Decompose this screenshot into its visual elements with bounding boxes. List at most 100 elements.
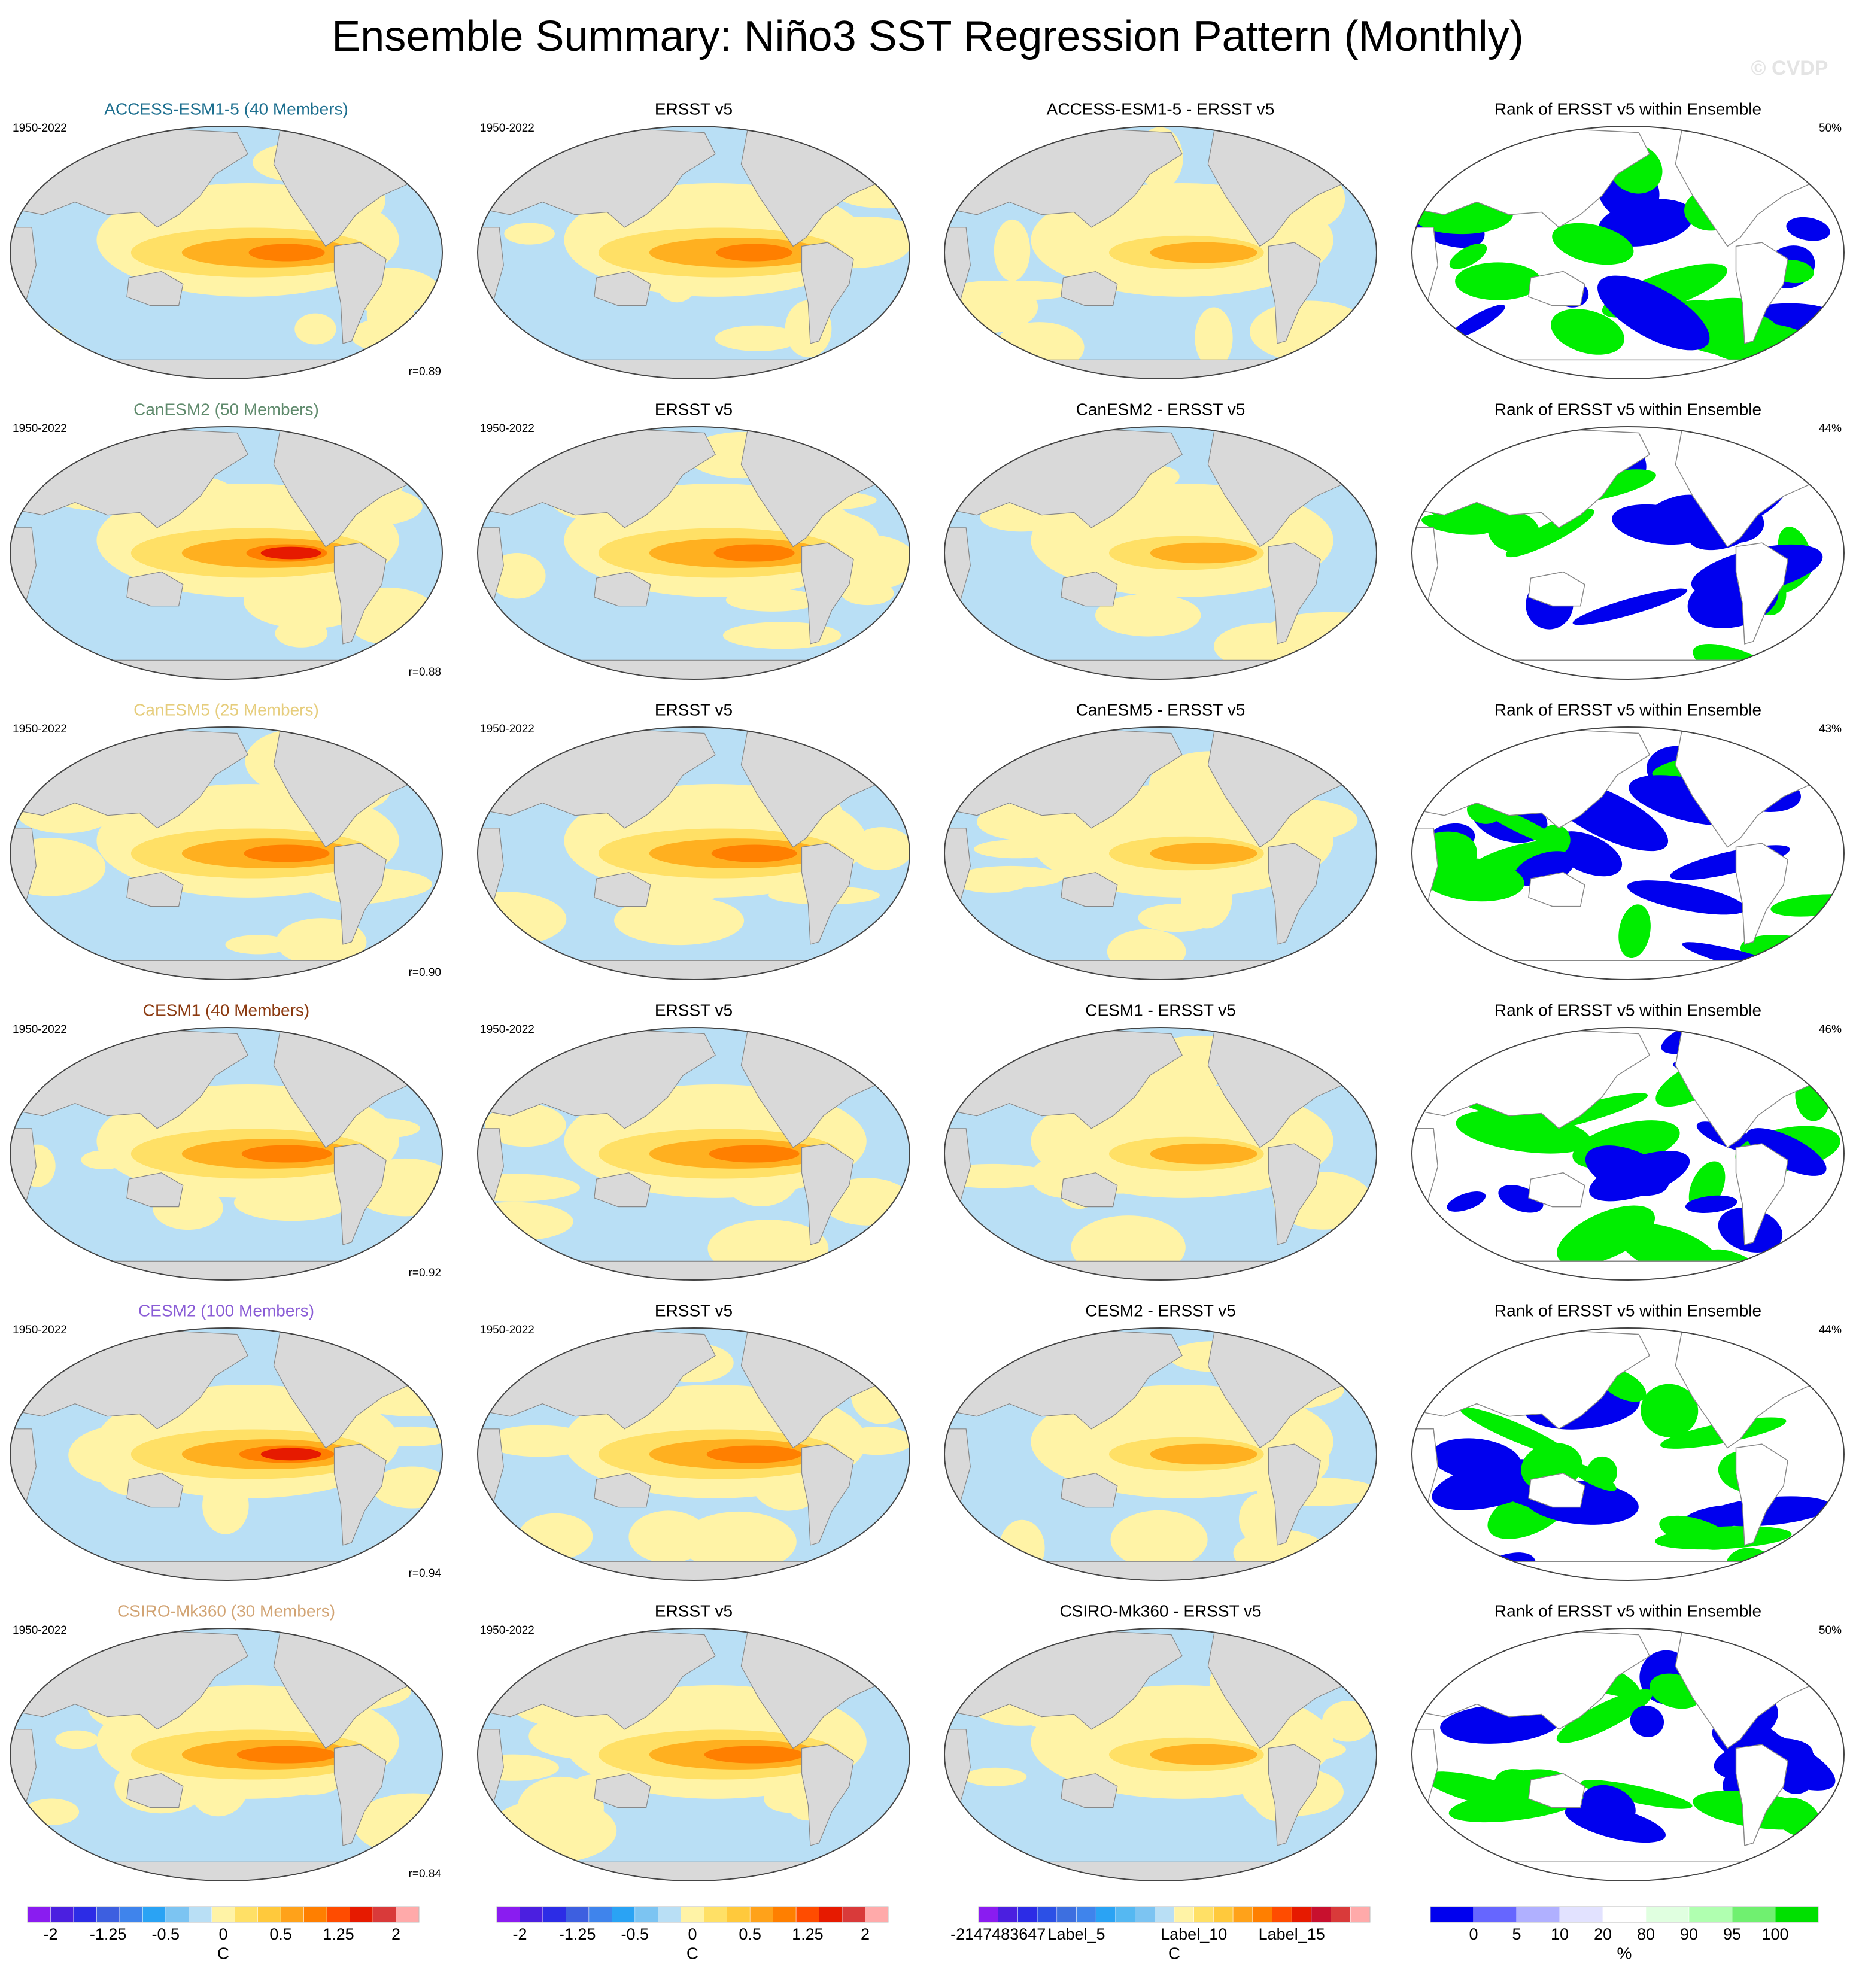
colorbar-label: 2 — [861, 1925, 870, 1943]
map — [10, 1328, 442, 1580]
land — [333, 1443, 387, 1546]
anomaly-blob — [478, 1174, 580, 1202]
model-title: CSIRO-Mk360 (30 Members) — [117, 1601, 335, 1620]
land — [10, 1260, 442, 1280]
colorbar-box — [749, 1906, 773, 1923]
colorbar-box — [1272, 1906, 1292, 1923]
map-border — [1411, 1327, 1845, 1581]
model-title: CanESM2 (50 Members) — [133, 400, 319, 418]
rank-blob — [1455, 262, 1541, 300]
map — [944, 1628, 1377, 1881]
land — [1528, 871, 1585, 907]
map — [944, 1028, 1377, 1280]
land — [1268, 1744, 1321, 1846]
period: 1950-2022 — [480, 422, 534, 435]
rank-blob — [1685, 1195, 1737, 1213]
obs-title: ERSST v5 — [655, 99, 733, 118]
rank-blob — [1552, 223, 1634, 265]
colorbar-label: -2147483647 — [950, 1925, 1046, 1943]
land — [1735, 1143, 1788, 1245]
map — [1412, 727, 1844, 980]
map-border — [10, 1327, 443, 1581]
land — [1735, 1443, 1788, 1546]
land — [1268, 843, 1321, 945]
colorbar-label: 0.5 — [269, 1925, 292, 1943]
anomaly-blob — [1095, 594, 1201, 637]
land — [10, 359, 442, 379]
anomaly-blob — [614, 896, 745, 946]
anomaly-blob — [1150, 1443, 1257, 1465]
anomaly-blob — [478, 1202, 573, 1241]
map-border — [944, 426, 1377, 680]
land — [1528, 270, 1585, 306]
colorbar-box — [1688, 1906, 1733, 1923]
diff-title: CESM2 - ERSST v5 — [1085, 1301, 1236, 1320]
land — [1268, 542, 1321, 645]
anomaly-blob — [709, 1145, 800, 1163]
land — [10, 659, 442, 679]
land — [333, 843, 387, 945]
colorbar-unit: C — [217, 1944, 229, 1962]
map-border — [944, 1327, 1377, 1581]
colorbar-box — [1056, 1906, 1077, 1923]
colorbar-label: 20 — [1594, 1925, 1612, 1943]
obs-title: ERSST v5 — [655, 700, 733, 719]
map-border — [1411, 1628, 1845, 1881]
colorbar-box — [1291, 1906, 1312, 1923]
land — [1061, 270, 1118, 306]
colorbar-box — [1037, 1906, 1058, 1923]
map — [10, 126, 442, 379]
anomaly-blob — [1322, 1701, 1374, 1742]
colorbar-box — [978, 1906, 998, 1923]
map — [10, 1628, 442, 1881]
map — [10, 727, 442, 980]
anomaly-blob — [715, 325, 801, 351]
model-title: CanESM5 (25 Members) — [133, 700, 319, 719]
diff-title: CanESM2 - ERSST v5 — [1076, 400, 1246, 418]
colorbar-box — [73, 1906, 97, 1923]
diff-title: CanESM5 - ERSST v5 — [1076, 700, 1246, 719]
colorbar-box — [1115, 1906, 1135, 1923]
anomaly-blob — [964, 1767, 1027, 1786]
land — [594, 571, 651, 607]
anomaly-blob — [488, 1798, 617, 1863]
colorbar-box — [1775, 1906, 1819, 1923]
period: 1950-2022 — [480, 723, 534, 735]
rank-percent: 50% — [1819, 122, 1842, 135]
colorbar-label: -0.5 — [621, 1925, 649, 1943]
colorbar-label: -1.25 — [559, 1925, 596, 1943]
colorbar-box — [1602, 1906, 1647, 1923]
anomaly-blob — [1150, 843, 1257, 864]
colorbar-box — [819, 1906, 843, 1923]
anomaly-blob — [504, 223, 555, 245]
colorbar-box — [496, 1906, 520, 1923]
watermark: © CVDP — [1751, 57, 1828, 80]
rank-blob — [1460, 1407, 1569, 1457]
land — [594, 872, 651, 907]
rank-title: Rank of ERSST v5 within Ensemble — [1494, 99, 1761, 118]
map — [478, 126, 910, 379]
anomaly-blob — [294, 313, 336, 345]
colorbar-frame — [978, 1906, 1371, 1923]
colorbar-box — [257, 1906, 281, 1923]
map — [10, 427, 442, 679]
colorbar-label: 90 — [1680, 1925, 1698, 1943]
anomaly-blob — [1150, 1744, 1257, 1765]
rank-blob — [1641, 494, 1705, 533]
map-border — [477, 726, 910, 980]
map-border — [1411, 126, 1845, 379]
land — [801, 1143, 854, 1245]
period: 1950-2022 — [480, 1023, 534, 1036]
colorbar-box — [1193, 1906, 1214, 1923]
colorbar-box — [1232, 1906, 1253, 1923]
land — [1412, 659, 1844, 679]
anomaly-blob — [10, 323, 64, 352]
anomaly-blob — [999, 1519, 1045, 1576]
colorbar-label: -2 — [43, 1925, 57, 1943]
anomaly-blob — [1138, 904, 1216, 932]
colorbar-label: 5 — [1512, 1925, 1521, 1943]
rank-blob — [1585, 1145, 1669, 1196]
colorbar-frame — [496, 1906, 889, 1923]
colorbar-label: 0 — [688, 1925, 697, 1943]
